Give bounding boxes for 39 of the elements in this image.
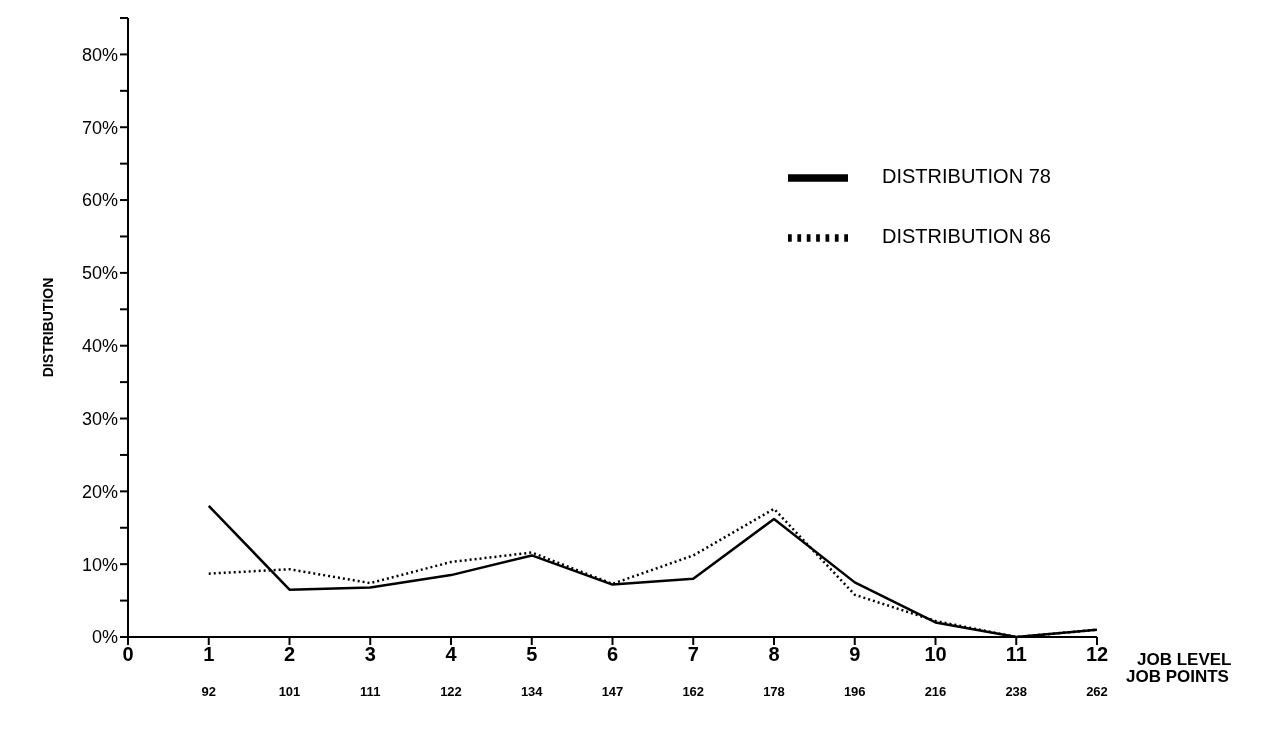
text: JOB POINTS [1126,667,1229,687]
text: 216 [924,684,947,700]
x-tick-label: 10 [924,643,947,666]
x-tick-label: 1 [203,643,215,666]
text: 92 [201,684,216,700]
y-tick-label: 40% [81,336,118,357]
y-tick-label: 60% [81,190,118,211]
text: 238 [1005,684,1028,700]
text: 111 [360,684,381,700]
text: 134 [520,684,544,700]
legend-label: DISTRIBUTION 78 [882,165,1051,188]
x-tick-label: 12 [1085,643,1109,666]
x-tick-label: 2 [283,643,296,666]
x-tick-label: 4 [445,643,458,666]
text: 178 [763,684,785,700]
y-tick-label: 80% [81,44,118,65]
y-tick-label: 30% [81,408,118,429]
x-tick-label: 3 [364,643,376,666]
text: 162 [682,684,705,700]
text: 122 [440,684,462,700]
y-tick-label: 20% [81,481,118,502]
x-axis-title: JOB LEVEL [1137,650,1232,670]
text: 101 [278,684,301,700]
x-tick-label: 6 [606,643,619,666]
x-tick-label: 8 [768,643,780,666]
y-axis-title: DISTRIBUTION [39,277,56,378]
text: 147 [601,684,624,700]
text: 262 [1086,684,1108,700]
x-tick-label: 0 [122,643,134,666]
y-tick-label: 50% [81,263,118,284]
x-tick-label: 7 [687,643,699,666]
y-tick-label: 0% [91,627,118,648]
x-tick-label: 11 [1005,643,1027,666]
x-tick-label: 5 [526,643,538,666]
y-tick-label: 70% [81,117,118,138]
legend-label: DISTRIBUTION 86 [882,225,1051,248]
text: 196 [843,684,866,700]
x-tick-label: 9 [849,643,861,666]
y-tick-label: 10% [81,554,118,575]
